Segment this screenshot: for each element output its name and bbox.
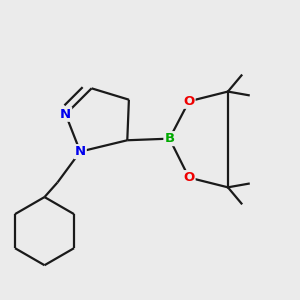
Text: O: O (183, 95, 195, 108)
Text: N: N (75, 145, 86, 158)
Text: B: B (164, 132, 175, 145)
Text: O: O (183, 171, 195, 184)
Text: N: N (60, 108, 71, 121)
